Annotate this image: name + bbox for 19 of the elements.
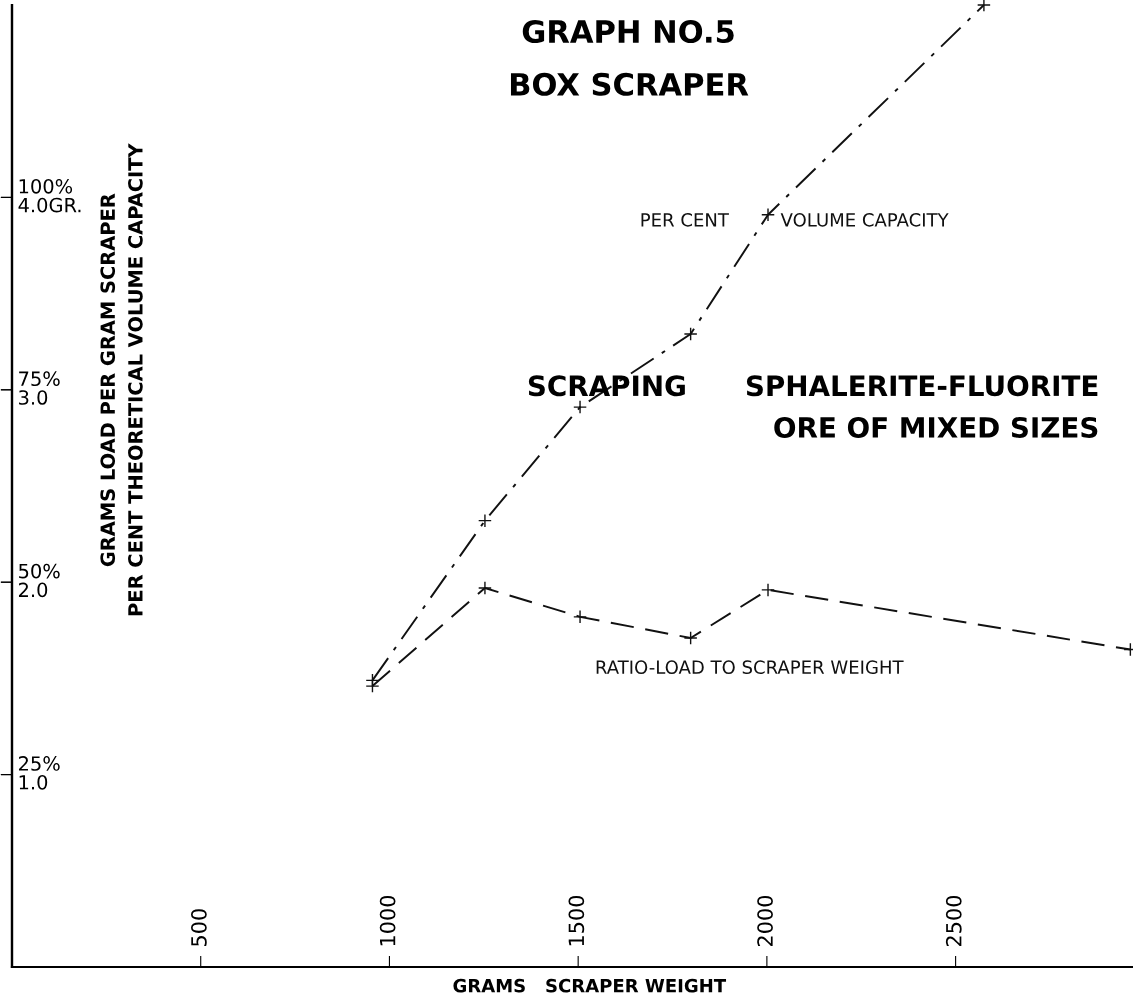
y-tick-label: 2.0 [18, 582, 48, 598]
y-tick-label: 1.0 [19, 774, 48, 790]
text: GRAPH NO.5 BOX SCRAPER [510, 19, 749, 96]
y2-tick-label: 50% [19, 563, 60, 579]
annotation: SCRAPING SPHALERITE-FLUORITE ORE OF MIXED SIZES [528, 375, 1098, 438]
x-tick-label: 2500 [945, 895, 962, 947]
y2-tick-label: 25% [18, 756, 60, 771]
y2-tick-label: 100% [19, 178, 73, 194]
y-axis-title: GRAMS LOAD PER GRAM SCRAPER PER CENT THEORETICAL VOLUME CAPACITY [100, 143, 143, 616]
y-tick-label: 4.0GR. [18, 197, 81, 213]
text: RATIO-LOAD TO SCRAPER WEIGHT [596, 660, 904, 675]
x-tick-label: 2000 [757, 895, 773, 947]
y2-tick-label: 75% [19, 371, 60, 387]
x-axis-title: GRAMS SCRAPER WEIGHT [453, 978, 727, 993]
x-tick-label: 1000 [379, 895, 396, 946]
x-tick-label: 500 [191, 909, 207, 946]
x-tick-label: 1500 [568, 895, 585, 946]
y-tick-label: 3.0 [19, 390, 48, 405]
series-label: PER CENT VOLUME CAPACITY [641, 213, 949, 227]
